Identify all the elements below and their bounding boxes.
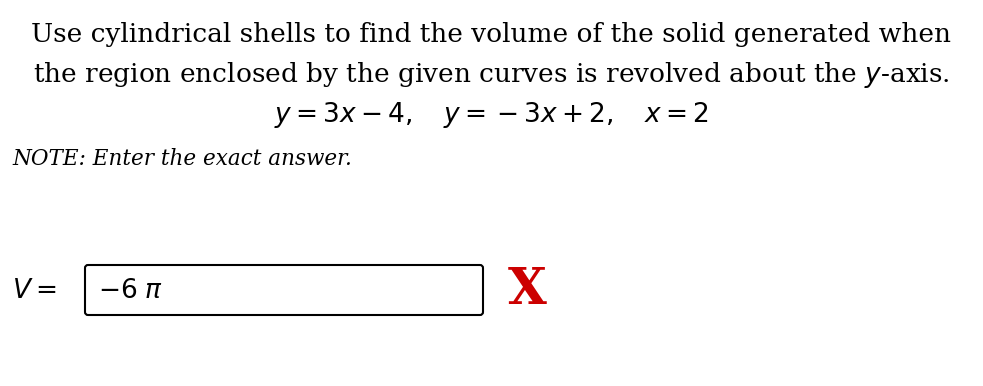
- Text: $y = 3x - 4, \quad y = -3x + 2, \quad x = 2$: $y = 3x - 4, \quad y = -3x + 2, \quad x …: [273, 100, 709, 130]
- Text: $-6\;\pi$: $-6\;\pi$: [98, 278, 162, 303]
- Text: the region enclosed by the given curves is revolved about the $y$-axis.: the region enclosed by the given curves …: [32, 60, 950, 90]
- Text: Use cylindrical shells to find the volume of the solid generated when: Use cylindrical shells to find the volum…: [31, 22, 951, 47]
- Text: $V = $: $V = $: [12, 278, 56, 303]
- FancyBboxPatch shape: [85, 265, 483, 315]
- Text: X: X: [508, 266, 547, 315]
- Text: NOTE: Enter the exact answer.: NOTE: Enter the exact answer.: [12, 148, 352, 170]
